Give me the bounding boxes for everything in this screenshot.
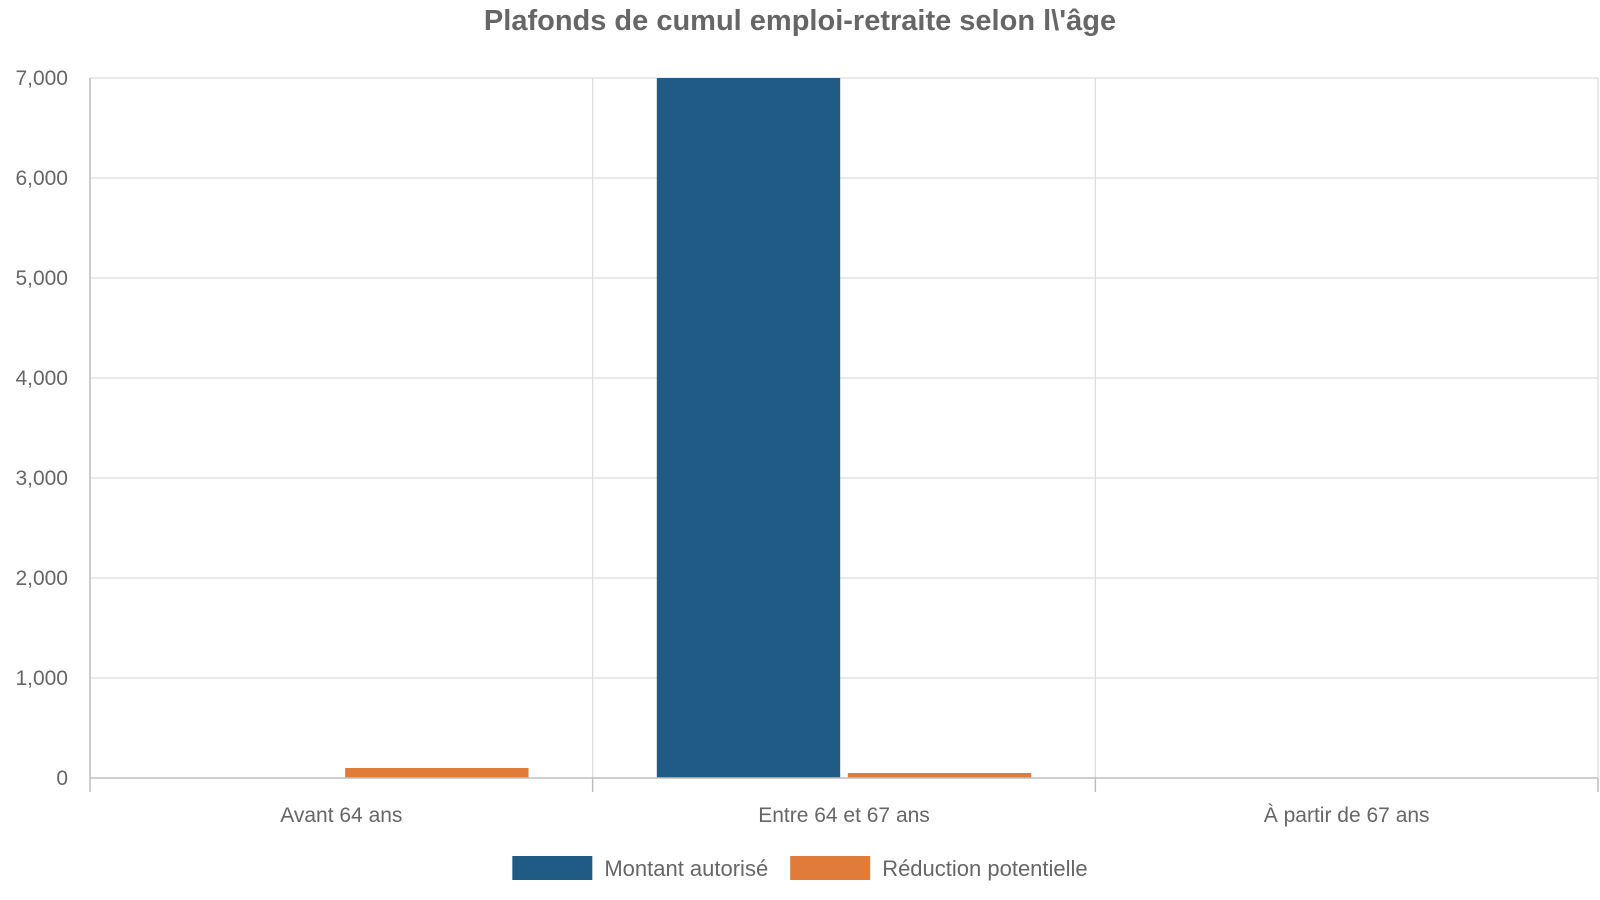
- y-tick-label: 6,000: [15, 167, 68, 190]
- y-tick-label: 1,000: [15, 667, 68, 690]
- bar: [345, 768, 529, 778]
- legend-item: Réduction potentielle: [790, 856, 1088, 881]
- legend: Montant autorisé Réduction potentielle: [512, 856, 1088, 881]
- legend-swatch: [512, 856, 593, 880]
- y-tick-label: 2,000: [15, 567, 68, 590]
- y-tick-label: 5,000: [15, 267, 68, 290]
- bars: [345, 78, 1032, 778]
- y-tick-label: 4,000: [15, 367, 68, 390]
- x-axis-tick-labels: Avant 64 ans Entre 64 et 67 ans À partir d…: [280, 804, 1429, 827]
- chart-title: Plafonds de cumul emploi-retraite selon …: [484, 5, 1116, 37]
- y-tick-label: 3,000: [15, 467, 68, 490]
- grid-lines: [89, 77, 1599, 778]
- legend-item: Montant autorisé: [512, 856, 768, 881]
- x-tick-label: Avant 64 ans: [280, 804, 402, 827]
- bar: [656, 78, 841, 778]
- legend-label: Montant autorisé: [604, 856, 768, 881]
- y-axis-tick-labels: 0 1,000 2,000 3,000 4,000 5,000 6,000 7,000: [15, 67, 68, 790]
- legend-swatch: [790, 856, 871, 880]
- legend-label: Réduction potentielle: [882, 856, 1087, 881]
- bar: [847, 773, 1032, 778]
- x-tick-label: À partir de 67 ans: [1264, 804, 1430, 827]
- y-tick-label: 7,000: [15, 67, 68, 90]
- axes: [89, 78, 1599, 792]
- y-tick-label: 0: [56, 767, 68, 790]
- x-tick-label: Entre 64 et 67 ans: [758, 804, 930, 827]
